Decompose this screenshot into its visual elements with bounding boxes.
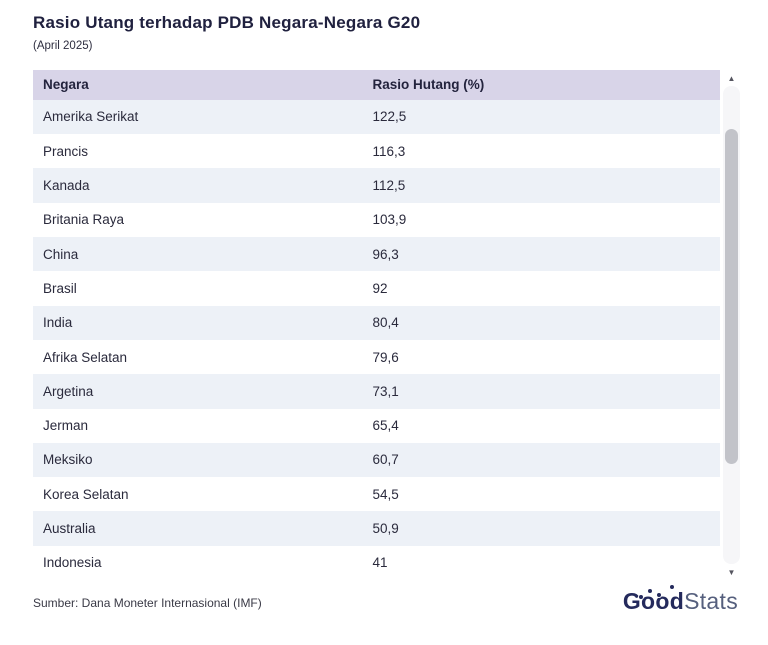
- table-container: Negara Rasio Hutang (%) Amerika Serikat …: [33, 70, 740, 580]
- table-row: Korea Selatan 54,5: [33, 477, 720, 512]
- ratio-cell: 103,9: [372, 212, 407, 228]
- column-header-rasio: Rasio Hutang (%): [372, 77, 485, 93]
- table-row: Amerika Serikat 122,5: [33, 99, 720, 135]
- scrollbar-thumb[interactable]: [725, 129, 738, 464]
- country-cell: Afrika Selatan: [43, 349, 128, 365]
- column-header-negara: Negara: [43, 77, 89, 93]
- goodstats-logo: GoodStats: [623, 584, 738, 615]
- table-row: Prancis 116,3: [33, 134, 720, 169]
- debt-ratio-table: Negara Rasio Hutang (%) Amerika Serikat …: [33, 70, 720, 580]
- table-row: Afrika Selatan 79,6: [33, 339, 720, 375]
- country-cell: Indonesia: [43, 555, 102, 571]
- table-row: Australia 50,9: [33, 511, 720, 546]
- scroll-down-icon[interactable]: ▼: [727, 567, 736, 577]
- ratio-cell: 112,5: [372, 178, 406, 194]
- page-subtitle: (April 2025): [33, 40, 93, 52]
- ratio-cell: 41: [372, 555, 388, 571]
- table-row: Meksiko 60,7: [33, 442, 720, 478]
- table-row: Brasil 92: [33, 271, 720, 306]
- country-cell: Argetina: [43, 383, 94, 399]
- scrollbar-track[interactable]: [723, 86, 740, 564]
- ratio-cell: 65,4: [372, 418, 399, 434]
- table-row: Indonesia 41: [33, 545, 720, 580]
- vertical-scrollbar[interactable]: ▲ ▼: [723, 70, 740, 580]
- ratio-cell: 122,5: [372, 109, 407, 125]
- ratio-cell: 116,3: [372, 143, 406, 159]
- country-cell: India: [43, 315, 73, 331]
- ratio-cell: 79,6: [372, 349, 399, 365]
- ratio-cell: 60,7: [372, 452, 399, 468]
- table-row: China 96,3: [33, 237, 720, 272]
- table-header-row: Negara Rasio Hutang (%): [33, 70, 720, 100]
- table-row: Kanada 112,5: [33, 168, 720, 203]
- country-cell: Australia: [43, 521, 96, 537]
- logo-text-stats: Stats: [684, 588, 738, 614]
- table-row: Jerman 65,4: [33, 408, 720, 443]
- source-note: Sumber: Dana Moneter Internasional (IMF): [33, 596, 262, 610]
- country-cell: Britania Raya: [43, 212, 125, 228]
- table-row: India 80,4: [33, 305, 720, 340]
- ratio-cell: 96,3: [372, 246, 399, 262]
- country-cell: Brasil: [43, 280, 77, 296]
- table-body: Amerika Serikat 122,5 Prancis 116,3 Kana…: [33, 99, 720, 580]
- country-cell: China: [43, 246, 79, 262]
- ratio-cell: 80,4: [372, 315, 399, 331]
- ratio-cell: 73,1: [372, 383, 399, 399]
- country-cell: Korea Selatan: [43, 486, 129, 502]
- table-row: Britania Raya 103,9: [33, 202, 720, 238]
- ratio-cell: 50,9: [372, 521, 399, 537]
- ratio-cell: 92: [372, 280, 388, 296]
- table-row: Argetina 73,1: [33, 374, 720, 409]
- country-cell: Kanada: [43, 178, 90, 194]
- page-title: Rasio Utang terhadap PDB Negara-Negara G…: [33, 13, 421, 32]
- line-chart-icon: [637, 584, 675, 600]
- country-cell: Jerman: [43, 418, 89, 434]
- ratio-cell: 54,5: [372, 486, 399, 502]
- scroll-up-icon[interactable]: ▲: [727, 73, 736, 83]
- country-cell: Amerika Serikat: [43, 109, 139, 125]
- country-cell: Meksiko: [43, 452, 93, 468]
- country-cell: Prancis: [43, 143, 89, 159]
